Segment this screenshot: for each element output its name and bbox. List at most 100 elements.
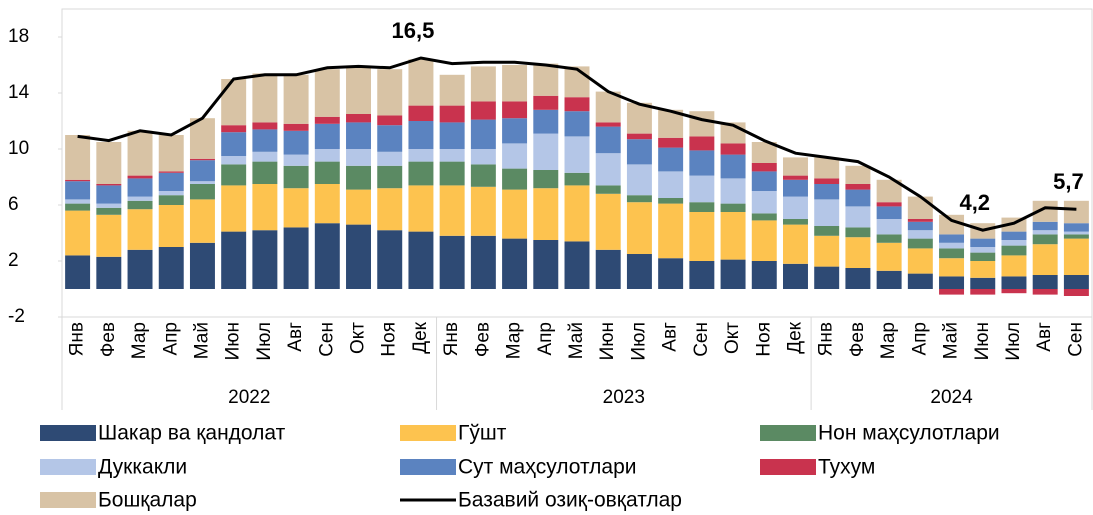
bar-segment	[876, 270, 902, 289]
legend-swatch	[760, 459, 816, 475]
bar-segment	[1063, 275, 1089, 289]
bar-segment	[221, 164, 247, 186]
bar-segment	[470, 66, 496, 102]
bar-segment	[970, 261, 996, 278]
bar-segment	[439, 149, 465, 162]
bar-segment	[408, 59, 434, 106]
bar-segment	[283, 123, 309, 131]
bar-segment	[221, 185, 247, 232]
data-label: 4,2	[959, 190, 990, 215]
bar-segment	[533, 63, 559, 96]
bar-segment	[377, 165, 403, 189]
bar-segment	[65, 210, 91, 256]
bar-segment	[814, 178, 840, 184]
data-label: 5,7	[1053, 169, 1084, 194]
bar-segment	[127, 175, 153, 179]
legend-label: Сут маҳсулотлари	[458, 456, 636, 479]
x-tick-label: Мар	[129, 322, 150, 359]
bar-segment	[845, 206, 871, 228]
plot-border	[61, 8, 1093, 318]
bar-segment	[158, 191, 184, 196]
y-tick-label: 6	[8, 194, 19, 215]
bar-segment	[502, 118, 528, 144]
bar-segment	[533, 170, 559, 189]
bar-segment	[65, 135, 91, 180]
bar-segment	[814, 226, 840, 236]
bar-segment	[907, 238, 933, 249]
legend-swatch	[760, 425, 816, 441]
bar-segment	[658, 147, 684, 172]
x-tick-label: Май	[191, 322, 212, 359]
group-label: 2022	[228, 387, 270, 408]
bar-segment	[595, 249, 621, 289]
bar-segment	[783, 175, 808, 180]
bar-segment	[689, 175, 715, 203]
legend-label: Нон маҳсулотлари	[818, 422, 1000, 445]
bar-segment	[876, 206, 902, 219]
bar-segment	[658, 203, 684, 259]
bar-segment	[408, 149, 434, 162]
bar-segment	[346, 122, 371, 149]
bar-segment	[720, 203, 746, 212]
bar-segment	[314, 149, 340, 162]
bar-segment	[564, 66, 590, 98]
bar-segment	[189, 118, 215, 159]
bar-segment	[626, 254, 652, 289]
bar-segment	[221, 231, 247, 289]
bar-segment	[626, 202, 652, 254]
x-tick-label: Май	[566, 322, 587, 359]
bar-segment	[408, 105, 434, 121]
bar-segment	[1032, 221, 1058, 231]
bar-segment	[876, 242, 902, 271]
bar-segment	[96, 184, 122, 186]
x-tick-label: Сен	[1065, 322, 1086, 357]
bar-segment	[127, 200, 153, 210]
x-tick-label: Авг	[285, 322, 306, 352]
x-tick-label: Июн	[597, 322, 618, 360]
bar-segment	[439, 235, 465, 289]
bar-segment	[346, 189, 371, 225]
bar-segment	[970, 247, 996, 253]
bar-segment	[564, 185, 590, 242]
bar-segment	[564, 241, 590, 289]
x-tick-label: Дек	[785, 321, 806, 353]
bar-segment	[1001, 240, 1027, 246]
bar-segment	[907, 196, 933, 219]
bar-segment	[346, 114, 371, 123]
bar-segment	[970, 252, 996, 261]
x-tick-label: Янв	[67, 322, 88, 356]
bar-segment	[377, 188, 403, 231]
bar-segment	[626, 139, 652, 165]
bar-segment	[283, 130, 309, 155]
bar-segment	[1063, 289, 1089, 296]
bar-segment	[65, 181, 91, 200]
x-tick-label: Янв	[816, 322, 837, 356]
bar-segment	[408, 231, 434, 289]
legend-label: Шакар ва қандолат	[98, 422, 286, 445]
bar-segment	[470, 186, 496, 236]
bar-segment	[658, 198, 684, 204]
bar-segment	[158, 205, 184, 247]
bar-segment	[1063, 238, 1089, 275]
bar-segment	[408, 185, 434, 232]
bar-segment	[907, 273, 933, 289]
bar-segment	[658, 137, 684, 148]
x-tick-label: Авг	[660, 322, 681, 352]
x-tick-label: Дек	[410, 321, 431, 353]
bar-segment	[814, 184, 840, 200]
bar-segment	[470, 119, 496, 149]
line	[77, 56, 1077, 232]
bar-segment	[626, 102, 652, 134]
bar-segment	[127, 209, 153, 250]
bar-segment	[65, 203, 91, 211]
bar-segment	[939, 234, 965, 243]
legend-label: Дуккакли	[98, 456, 187, 479]
bar-segment	[377, 151, 403, 166]
bar-segment	[533, 188, 559, 240]
group-label: 2023	[603, 387, 645, 408]
bar-segment	[252, 230, 278, 289]
bar-segment	[252, 73, 278, 123]
x-tick-label: Окт	[348, 322, 369, 354]
x-tick-label: Июл	[254, 322, 275, 361]
bar-segment	[1063, 234, 1089, 239]
